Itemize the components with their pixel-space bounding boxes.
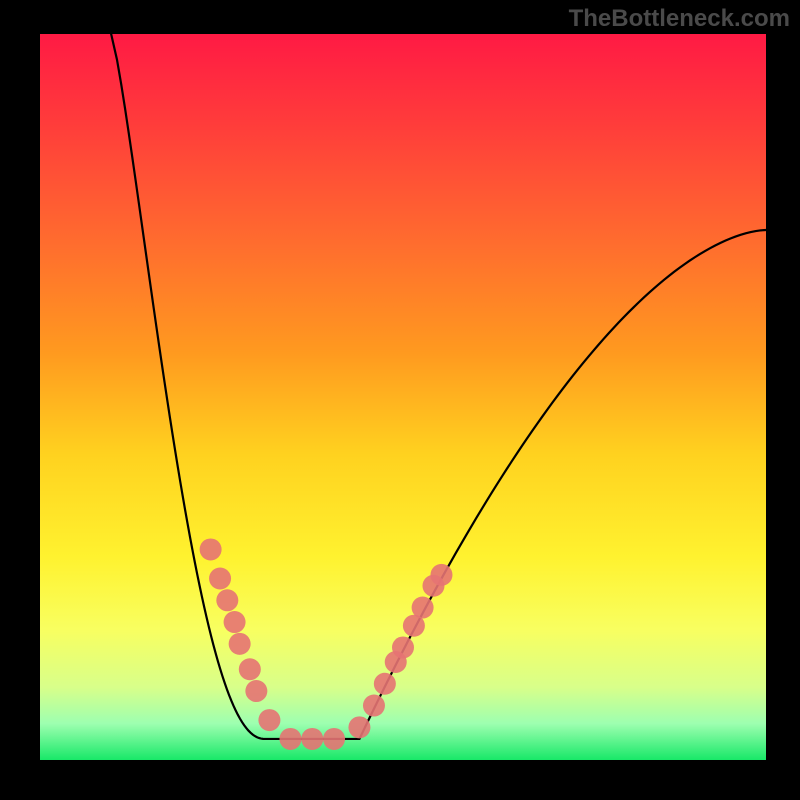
chart-svg: [0, 0, 800, 800]
marker-dot: [392, 636, 414, 658]
chart-stage: TheBottleneck.com: [0, 0, 800, 800]
marker-dot: [301, 728, 323, 750]
marker-dot: [200, 538, 222, 560]
marker-dot: [245, 680, 267, 702]
marker-dot: [363, 695, 385, 717]
marker-dot: [209, 568, 231, 590]
marker-dot: [430, 564, 452, 586]
marker-dot: [216, 589, 238, 611]
marker-dot: [348, 716, 370, 738]
watermark-text: TheBottleneck.com: [569, 5, 790, 33]
marker-dot: [374, 673, 396, 695]
marker-dot: [412, 597, 434, 619]
marker-dot: [279, 728, 301, 750]
marker-dot: [229, 633, 251, 655]
marker-dot: [323, 728, 345, 750]
marker-dot: [258, 709, 280, 731]
marker-dot: [224, 611, 246, 633]
marker-dot: [239, 658, 261, 680]
